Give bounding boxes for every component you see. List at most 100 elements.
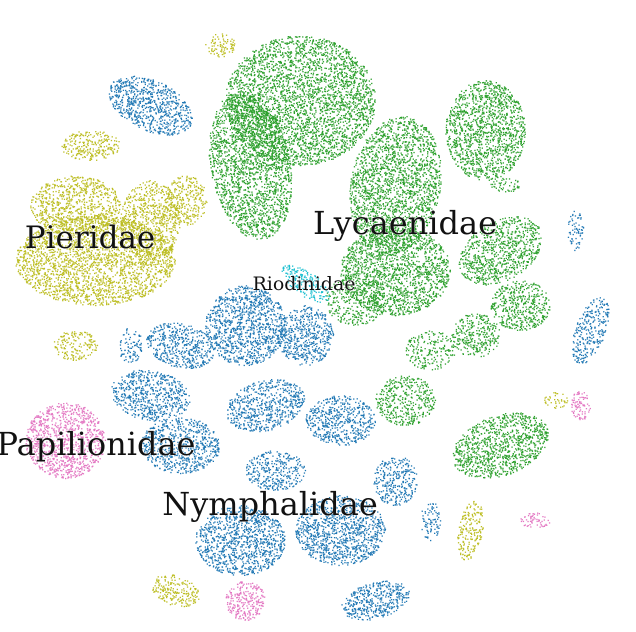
- data-point: [341, 71, 342, 72]
- data-point: [313, 148, 314, 149]
- data-point: [244, 57, 245, 58]
- data-point: [315, 77, 316, 78]
- data-point: [342, 145, 343, 146]
- data-point: [323, 148, 324, 149]
- data-point: [333, 137, 334, 138]
- data-point: [329, 83, 330, 84]
- data-point: [303, 47, 304, 48]
- data-point: [239, 91, 240, 92]
- data-point: [309, 150, 310, 151]
- data-point: [300, 88, 301, 89]
- data-point: [231, 89, 232, 90]
- data-point: [330, 144, 331, 145]
- data-point: [264, 92, 265, 93]
- data-point: [307, 161, 308, 162]
- data-point: [307, 80, 308, 81]
- data-point: [252, 85, 253, 86]
- data-point: [279, 65, 280, 66]
- data-point: [230, 79, 231, 80]
- data-point: [353, 109, 354, 110]
- data-point: [242, 137, 243, 138]
- data-point: [347, 88, 348, 89]
- data-point: [302, 96, 303, 97]
- data-point: [266, 81, 267, 82]
- data-point: [244, 88, 245, 89]
- data-point: [260, 144, 261, 145]
- data-point: [270, 44, 271, 45]
- data-point: [302, 104, 303, 105]
- data-point: [262, 55, 263, 56]
- scatter-points: [16, 33, 610, 620]
- data-point: [341, 69, 342, 70]
- data-point: [255, 94, 256, 95]
- data-point: [246, 99, 247, 100]
- data-point: [314, 139, 315, 140]
- data-point: [303, 56, 304, 57]
- data-point: [358, 103, 359, 104]
- data-point: [278, 72, 279, 73]
- data-point: [322, 108, 323, 109]
- data-point: [270, 133, 271, 134]
- data-point: [342, 89, 343, 90]
- data-point: [238, 66, 239, 67]
- data-point: [350, 113, 351, 114]
- data-point: [338, 101, 339, 102]
- data-point: [264, 96, 265, 97]
- data-point: [245, 143, 246, 144]
- data-point: [278, 96, 279, 97]
- data-point: [325, 55, 326, 56]
- data-point: [313, 124, 314, 125]
- data-point: [334, 133, 335, 134]
- data-point: [334, 80, 335, 81]
- data-point: [252, 65, 253, 66]
- data-point: [346, 127, 347, 128]
- data-point: [350, 71, 351, 72]
- data-point: [322, 43, 323, 44]
- data-point: [339, 111, 340, 112]
- data-point: [295, 138, 296, 139]
- data-point: [318, 102, 319, 103]
- data-point: [314, 121, 315, 122]
- data-point: [234, 125, 235, 126]
- data-point: [264, 67, 265, 68]
- data-point: [338, 123, 339, 124]
- data-point: [260, 59, 261, 60]
- data-point: [281, 67, 282, 68]
- data-point: [349, 147, 350, 148]
- data-point: [291, 70, 292, 71]
- data-point: [276, 78, 277, 79]
- data-point: [348, 81, 349, 82]
- data-point: [351, 68, 352, 69]
- data-point: [373, 114, 374, 115]
- data-point: [289, 127, 290, 128]
- data-point: [289, 110, 290, 111]
- data-point: [357, 115, 358, 116]
- data-point: [341, 64, 342, 65]
- data-point: [280, 50, 281, 51]
- data-point: [321, 79, 322, 80]
- data-point: [241, 117, 242, 118]
- data-point: [335, 76, 336, 77]
- data-point: [351, 88, 352, 89]
- data-point: [251, 66, 252, 67]
- data-point: [296, 140, 297, 141]
- data-point: [283, 129, 284, 130]
- data-point: [237, 125, 238, 126]
- data-point: [344, 96, 345, 97]
- data-point: [312, 164, 313, 165]
- data-point: [321, 100, 322, 101]
- data-point: [282, 54, 283, 55]
- data-point: [339, 109, 340, 110]
- data-point: [300, 45, 301, 46]
- data-point: [294, 133, 295, 134]
- data-point: [284, 43, 285, 44]
- data-point: [262, 68, 263, 69]
- data-point: [325, 150, 326, 151]
- data-point: [328, 157, 329, 158]
- data-point: [355, 77, 356, 78]
- data-point: [265, 46, 266, 47]
- data-point: [355, 69, 356, 70]
- data-point: [363, 130, 364, 131]
- data-point: [329, 53, 330, 54]
